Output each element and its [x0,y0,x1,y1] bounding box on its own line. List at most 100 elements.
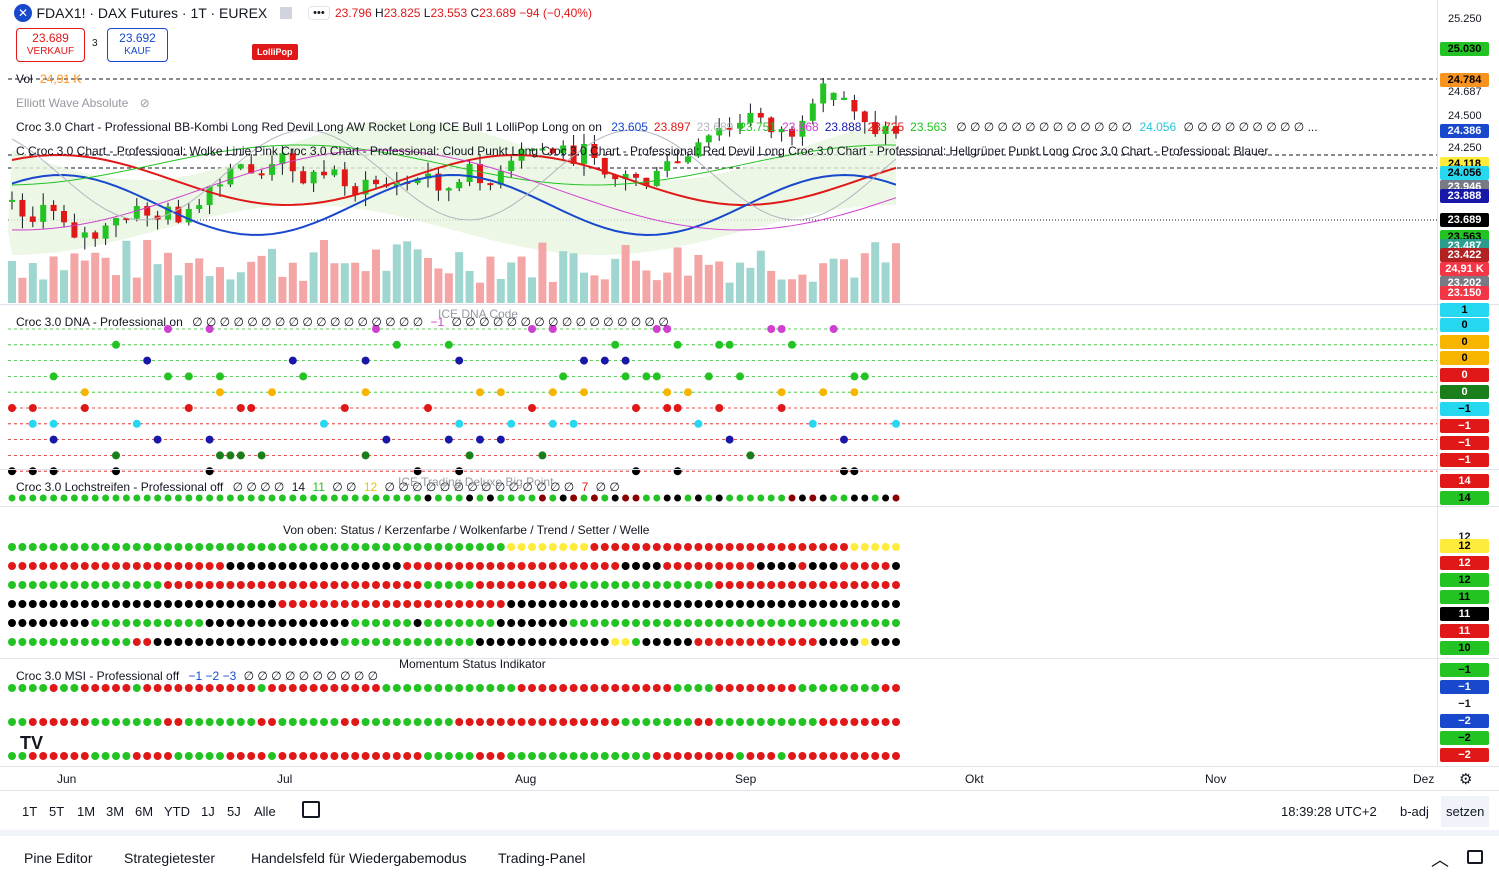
symbol-header[interactable]: ✕ FDAX1! · DAX Futures · 1T · EUREX ••• [14,4,330,22]
loch-dot [310,494,318,502]
candle-body [622,173,629,180]
croc-chart2-legend[interactable]: C Croc 3.0 Chart - Professional: Wolke L… [16,144,1269,158]
range-5d-button[interactable]: 5T [49,804,65,819]
candle-body [768,117,775,133]
stripe-dot [247,600,256,608]
range-6m-button[interactable]: 6M [135,804,154,819]
buy-button[interactable]: 23.692 KAUF [107,28,168,62]
stripe-dot [517,600,526,608]
stripe-dot [486,638,495,646]
msi-dot [403,684,412,692]
sell-button[interactable]: 23.689 VERKAUF [16,28,85,62]
stripe-dot [652,638,661,646]
price-scale[interactable]: 25.250 24.687 24.500 24.250 25.030 24.784 24.3… [1437,0,1499,766]
stripe-dot [132,562,141,570]
loch-dot [91,494,99,502]
msi-dot [70,752,79,760]
stripe-dot [8,581,16,589]
stripe-dot [746,600,755,608]
msi-dot [444,684,453,692]
dna-dot [725,435,734,444]
candle-body [778,128,785,133]
msi-dot [725,752,734,760]
range-all-button[interactable]: Alle [254,804,276,819]
time-axis[interactable]: Jun Jul Aug Sep Okt Nov Dez ⚙ [0,766,1499,790]
stripe-dot [309,562,318,570]
stripe-dot [174,543,183,551]
symbol-title[interactable]: FDAX1! · DAX Futures · 1T · EUREX [36,5,268,21]
range-1m-button[interactable]: 1M [77,804,96,819]
range-1d-button[interactable]: 1T [22,804,38,819]
flag-icon[interactable] [279,7,292,19]
msi-legend[interactable]: Croc 3.0 MSI - Professional off −1 −2 −3… [16,669,379,683]
msi-dot [777,718,786,726]
stripe-dot [80,638,89,646]
tab-strategy-tester[interactable]: Strategietester [124,850,216,866]
tab-trading-panel[interactable]: Trading-Panel [498,850,586,866]
stripe-dot [434,600,443,608]
stripe-dot [70,619,79,627]
msi-dot [278,752,287,760]
vol-legend[interactable]: Vol 24,91 K [16,72,82,86]
more-menu-button[interactable]: ••• [308,6,330,20]
volume-bar [330,263,339,303]
stripe-dot [496,600,505,608]
pane-separator[interactable] [0,304,1499,305]
volume-bar [798,274,807,303]
stripe-dot [8,562,16,570]
msi-dot [850,718,859,726]
pane-separator[interactable] [0,506,1499,507]
stripe-dot [91,600,100,608]
dna-dot [777,388,786,397]
stripe-dot [881,562,890,570]
stripe-dot [236,562,245,570]
chart-area[interactable] [0,0,1437,766]
croc-chart-legend[interactable]: Croc 3.0 Chart - Professional BB-Kombi L… [16,120,1318,134]
msi-dot [455,684,464,692]
stripe-dot [715,600,724,608]
lochstreifen-legend[interactable]: Croc 3.0 Lochstreifen - Professional off… [16,480,620,494]
stripe-dot [216,562,224,570]
range-5y-button[interactable]: 5J [227,804,241,819]
range-1y-button[interactable]: 1J [201,804,215,819]
stripe-dot [548,543,557,551]
b-adj-toggle[interactable]: b-adj [1400,804,1429,819]
loch-dot [299,494,307,502]
volume-bar [652,280,661,303]
candle-body [757,112,764,118]
stripe-dot [382,562,391,570]
pane-separator[interactable] [0,658,1499,659]
settings-gear-icon[interactable]: ⚙ [1459,771,1473,788]
stripe-dot [278,600,287,608]
candle-body [435,173,442,191]
setzen-button[interactable]: setzen [1441,796,1490,827]
maximize-icon[interactable] [1467,850,1483,864]
dna-legend[interactable]: Croc 3.0 DNA - Professional on ∅ ∅ ∅ ∅ ∅… [16,315,669,329]
stripe-dot [465,619,474,627]
eye-off-icon[interactable]: ⊘ [139,96,150,110]
pane-separator[interactable] [0,469,1499,470]
collapse-chevron-icon[interactable]: ︿ [1431,850,1449,870]
stripe-dot [8,638,16,646]
range-ytd-button[interactable]: YTD [164,804,190,819]
msi-dot [268,718,276,726]
candle-body [414,178,421,184]
tab-replay-trading[interactable]: Handelsfeld für Wiedergabemodus [251,850,467,866]
loch-dot [601,494,609,502]
tradingview-logo[interactable]: TV [20,733,44,753]
clock-readout[interactable]: 18:39:28 UTC+2 [1281,804,1377,819]
chart-canvas[interactable] [0,0,1437,766]
volume-bar [673,247,682,303]
msi-dot [18,684,27,692]
stripe-dot [278,638,287,646]
loch-dot [112,494,120,502]
elliott-legend[interactable]: Elliott Wave Absolute ⊘ [16,96,150,110]
stripe-dot [736,543,744,551]
msi-dot [288,752,297,760]
range-3m-button[interactable]: 3M [106,804,125,819]
msi-dot [517,752,526,760]
goto-date-icon[interactable] [302,801,320,818]
dna-dot [236,404,245,412]
tab-pine-editor[interactable]: Pine Editor [24,850,93,866]
stripe-dot [424,600,432,608]
